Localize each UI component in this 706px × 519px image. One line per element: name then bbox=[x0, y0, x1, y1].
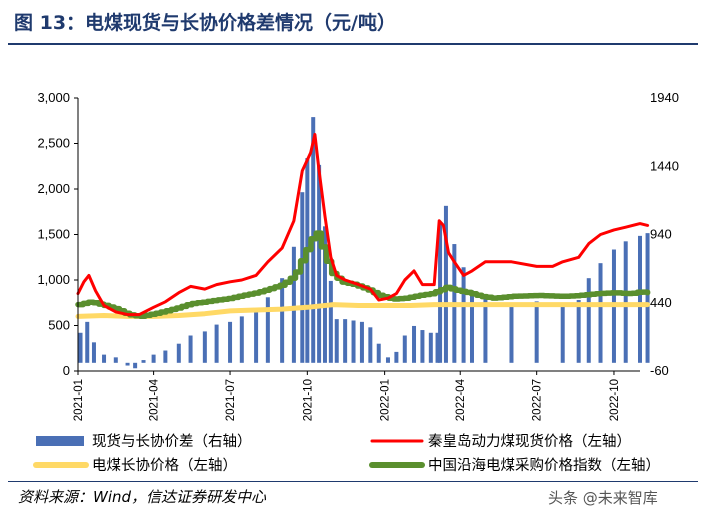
spread-bar bbox=[328, 280, 333, 363]
source-rule bbox=[8, 481, 698, 482]
spread-bar bbox=[141, 360, 146, 363]
right-tick-label: 1440 bbox=[650, 158, 679, 173]
source-note: 资料来源：Wind，信达证券研发中心 bbox=[18, 488, 267, 506]
x-tick-label: 2021-01 bbox=[73, 379, 85, 421]
legend-label: 现货与长协价差（右轴） bbox=[92, 433, 252, 450]
watermark: 头条 @未来智库 bbox=[548, 489, 658, 507]
left-tick-label: 2,000 bbox=[37, 181, 70, 196]
x-tick-label: 2022-01 bbox=[380, 379, 392, 421]
right-tick-label: 940 bbox=[650, 227, 672, 242]
x-tick-label: 2021-10 bbox=[302, 379, 314, 421]
spread-bar bbox=[368, 327, 373, 363]
spread-bar bbox=[645, 233, 650, 363]
contract-price-line bbox=[75, 302, 651, 319]
left-tick-label: 3,000 bbox=[37, 90, 70, 105]
legend-label: 中国沿海电煤采购价格指数（左轴） bbox=[428, 457, 660, 474]
chart: 0 500 1,000 1,500 2,000 2,500 3,000 -60 440 940 14… bbox=[33, 90, 679, 474]
x-tick-label: 2021-04 bbox=[149, 378, 161, 421]
spread-bar bbox=[402, 335, 407, 363]
spread-bar bbox=[509, 302, 514, 363]
spread-bar bbox=[113, 357, 118, 363]
spread-bar bbox=[469, 290, 474, 363]
spread-bar bbox=[254, 308, 259, 363]
x-tick-label: 2021-07 bbox=[225, 379, 237, 421]
legend-label: 秦皇岛动力煤现货价格（左轴） bbox=[428, 433, 631, 450]
spread-bar bbox=[461, 267, 466, 363]
right-tick-label: -60 bbox=[650, 363, 669, 378]
left-tick-label: 0 bbox=[63, 363, 70, 378]
spread-bar bbox=[376, 343, 381, 363]
spread-bar bbox=[291, 246, 296, 363]
spread-bar bbox=[317, 164, 322, 363]
spread-bar bbox=[435, 332, 440, 363]
spread-bar bbox=[102, 354, 107, 363]
spread-bar bbox=[239, 316, 244, 363]
legend-swatch-bar bbox=[36, 436, 84, 446]
title-bar: 图 13：电煤现货与长协价格差情况（元/吨） bbox=[0, 0, 706, 45]
spread-bar bbox=[359, 321, 364, 363]
spread-bar bbox=[351, 320, 356, 363]
spread-bar bbox=[412, 325, 417, 363]
spread-bar bbox=[534, 301, 539, 363]
legend: 现货与长协价差（右轴） 秦皇岛动力煤现货价格（左轴） 电煤长协价格（左轴） 中国沿海电… bbox=[33, 433, 660, 474]
left-tick-label: 1,500 bbox=[37, 227, 70, 242]
spread-bar bbox=[428, 332, 433, 363]
spread-bar bbox=[300, 192, 305, 363]
x-tick-label: 2022-04 bbox=[455, 378, 467, 421]
spread-bar bbox=[176, 343, 181, 363]
spread-bar bbox=[85, 321, 90, 363]
series-lines bbox=[75, 132, 651, 319]
spread-bar bbox=[443, 205, 448, 363]
spread-bar bbox=[202, 331, 207, 363]
spread-bar bbox=[623, 241, 628, 363]
left-tick-label: 1,000 bbox=[37, 272, 70, 287]
spread-bar bbox=[576, 300, 581, 363]
spread-bar bbox=[214, 324, 219, 363]
spread-bar bbox=[598, 263, 603, 363]
qhd-spot-line bbox=[76, 132, 650, 317]
spread-bar bbox=[586, 278, 591, 363]
spread-bar bbox=[322, 226, 327, 363]
spread-bar bbox=[265, 297, 270, 363]
spread-bar bbox=[163, 350, 168, 363]
spread-bar bbox=[394, 351, 399, 363]
spread-bar bbox=[334, 319, 339, 363]
spread-bar bbox=[78, 332, 83, 363]
chart-title: 图 13：电煤现货与长协价格差情况（元/吨） bbox=[14, 12, 396, 34]
left-tick-label: 2,500 bbox=[37, 136, 70, 151]
spread-bar bbox=[385, 357, 390, 363]
spread-bar bbox=[560, 304, 565, 363]
left-tick-label: 500 bbox=[48, 318, 70, 333]
x-tick-label: 2022-07 bbox=[532, 379, 544, 421]
right-tick-label: 1940 bbox=[650, 90, 679, 105]
spread-bars bbox=[78, 117, 650, 369]
spread-bar bbox=[638, 235, 642, 363]
spread-bar bbox=[228, 321, 233, 363]
spread-bar bbox=[125, 362, 130, 366]
right-tick-label: 440 bbox=[650, 295, 672, 310]
x-tick-label: 2022-10 bbox=[609, 379, 621, 421]
spread-bar bbox=[151, 354, 156, 363]
spread-bar bbox=[133, 362, 138, 369]
spread-bar bbox=[188, 335, 193, 363]
spread-bar bbox=[343, 319, 348, 363]
spread-bar bbox=[280, 278, 285, 363]
spread-bar bbox=[91, 342, 96, 363]
spread-bar bbox=[420, 330, 425, 363]
legend-label: 电煤长协价格（左轴） bbox=[92, 457, 237, 474]
spread-bar bbox=[483, 298, 488, 363]
title-rule bbox=[8, 43, 698, 45]
axes: 0 500 1,000 1,500 2,000 2,500 3,000 -60 440 940 14… bbox=[37, 90, 678, 421]
